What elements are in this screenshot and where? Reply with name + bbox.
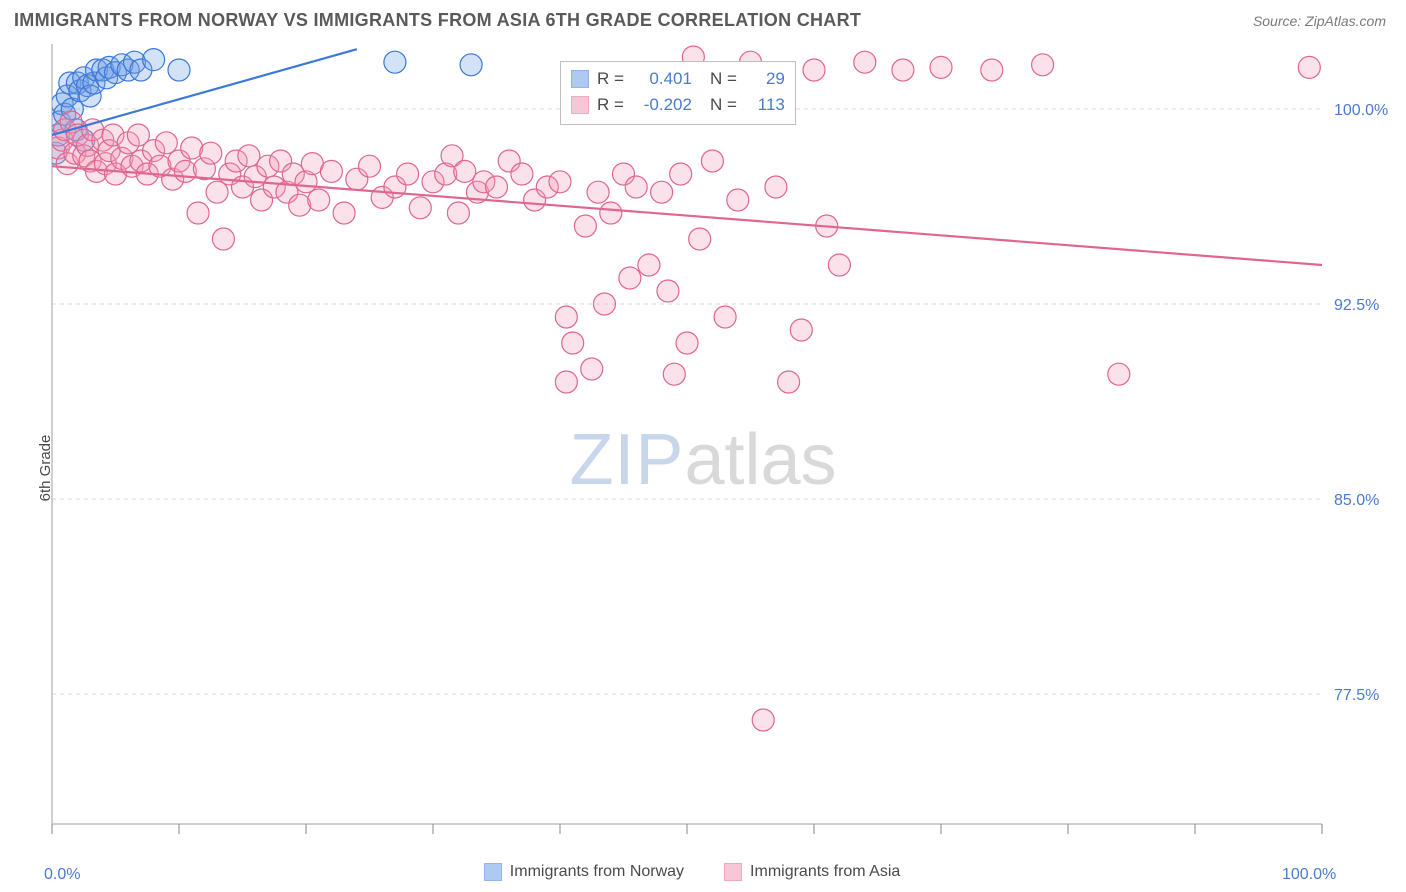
legend-row: R = 0.401 N = 29 (571, 66, 785, 92)
r-value: -0.202 (632, 95, 692, 115)
chart-container: 6th Grade 77.5%85.0%92.5%100.0% ZIPatlas… (0, 44, 1406, 892)
series-name: Immigrants from Asia (750, 863, 900, 881)
svg-text:100.0%: 100.0% (1334, 102, 1388, 119)
legend-swatch-icon (571, 96, 589, 114)
n-value: 113 (745, 95, 785, 115)
svg-text:92.5%: 92.5% (1334, 297, 1379, 314)
n-label: N = (710, 95, 737, 115)
n-label: N = (710, 69, 737, 89)
legend-swatch-icon (484, 863, 502, 881)
correlation-legend: R = 0.401 N = 29 R = -0.202 N = 113 (560, 61, 796, 125)
svg-text:85.0%: 85.0% (1334, 492, 1379, 509)
r-value: 0.401 (632, 69, 692, 89)
scatter-plot: 77.5% 85.0% 92.5% 100.0% (0, 44, 1406, 892)
legend-swatch-icon (571, 70, 589, 88)
legend-row: R = -0.202 N = 113 (571, 92, 785, 118)
r-label: R = (597, 95, 624, 115)
source-attribution: Source: ZipAtlas.com (1253, 13, 1386, 29)
chart-title: IMMIGRANTS FROM NORWAY VS IMMIGRANTS FRO… (14, 10, 861, 31)
r-label: R = (597, 69, 624, 89)
n-value: 29 (745, 69, 785, 89)
svg-text:77.5%: 77.5% (1334, 687, 1379, 704)
series-legend: Immigrants from Norway Immigrants from As… (0, 852, 1406, 892)
series-legend-item: Immigrants from Asia (724, 863, 900, 881)
series-legend-item: Immigrants from Norway (484, 863, 684, 881)
y-axis-label: 6th Grade (37, 435, 54, 502)
series-name: Immigrants from Norway (510, 863, 684, 881)
legend-swatch-icon (724, 863, 742, 881)
